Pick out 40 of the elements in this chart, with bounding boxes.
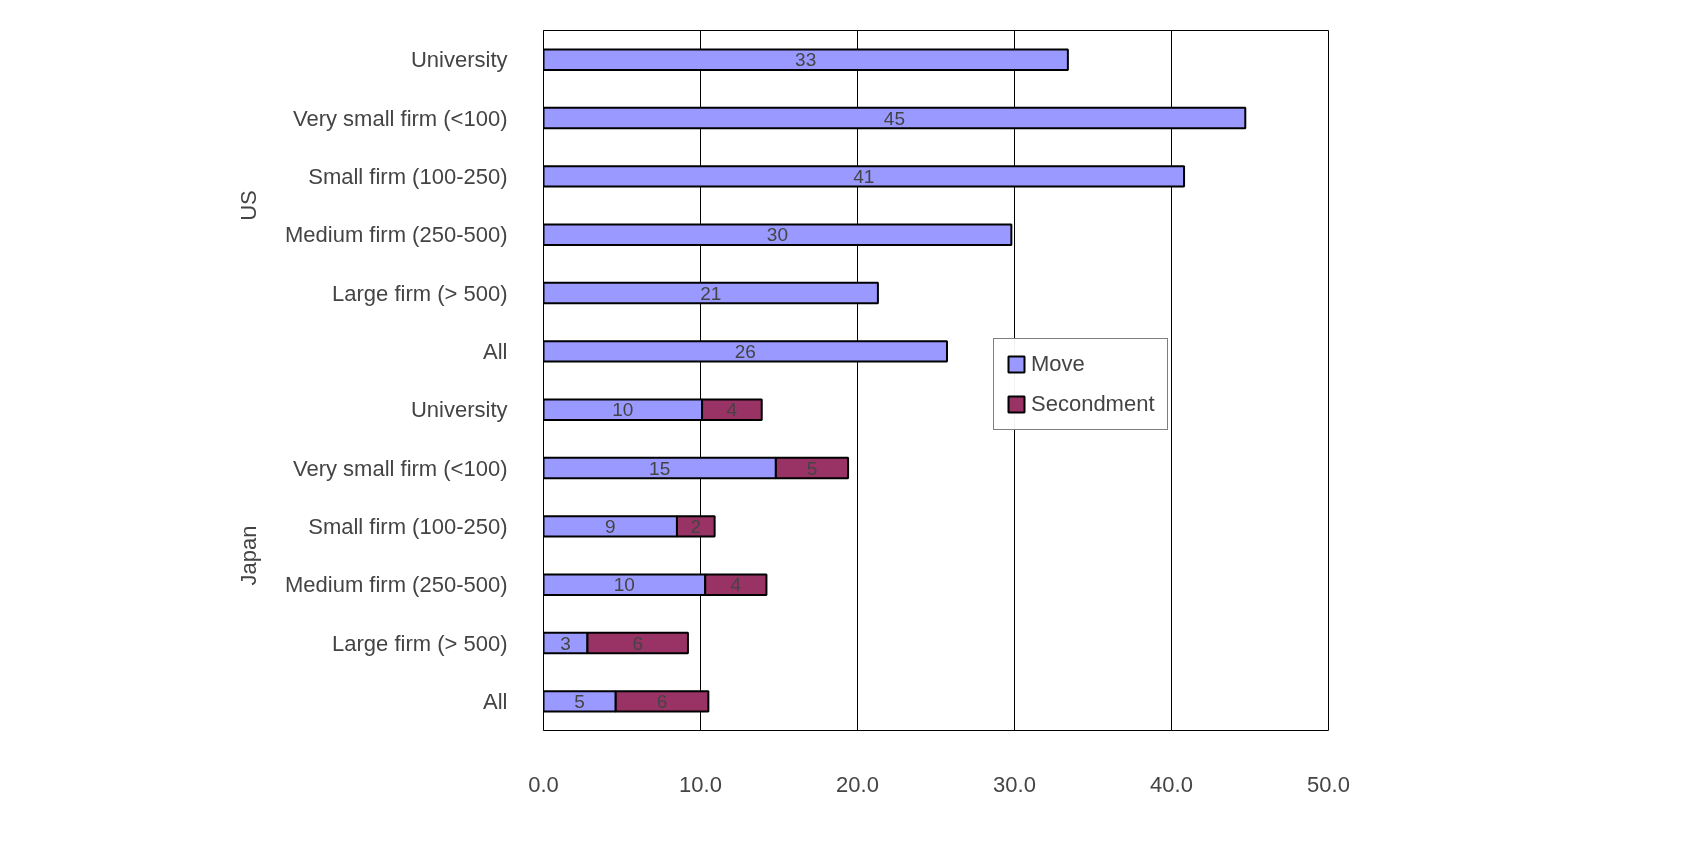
- data-label: 10: [613, 574, 635, 596]
- x-tick-label: 40.0: [1150, 771, 1193, 797]
- legend-label: Move: [1031, 351, 1085, 377]
- data-label: 6: [656, 690, 668, 712]
- data-label: 6: [632, 632, 643, 654]
- data-label: 21: [700, 282, 722, 304]
- y-tick-label: University: [410, 397, 508, 423]
- y-tick-label: Large firm (> 500): [332, 630, 508, 656]
- y-tick-label: All: [483, 338, 508, 364]
- y-tick-label: Very small firm (<100): [292, 105, 508, 131]
- x-tick-label: 20.0: [836, 771, 879, 797]
- data-label: 45: [883, 107, 905, 129]
- x-tick-label: 50.0: [1307, 771, 1350, 797]
- y-tick-label: Large firm (> 500): [332, 280, 508, 306]
- text: US: [235, 190, 261, 221]
- y-tick-label: Medium firm (250-500): [284, 222, 508, 248]
- x-tick-label: 0.0: [528, 771, 559, 797]
- data-label: 5: [806, 457, 818, 479]
- y-tick-label: University: [410, 47, 508, 73]
- data-label: 33: [795, 49, 817, 71]
- data-label: 3: [560, 632, 571, 654]
- data-label: 10: [612, 399, 634, 421]
- data-label: 2: [690, 515, 702, 537]
- text: Japan: [235, 525, 261, 586]
- x-tick-label: 30.0: [993, 771, 1036, 797]
- y-tick-label: Very small firm (<100): [292, 455, 508, 481]
- x-tick-label: 10.0: [679, 771, 722, 797]
- y-tick-label: Small firm (100-250): [308, 513, 508, 539]
- y-tick-label: Small firm (100-250): [308, 163, 508, 189]
- data-label: 26: [734, 340, 756, 362]
- data-label: 41: [853, 165, 875, 187]
- y-tick-label: Medium firm (250-500): [284, 572, 508, 598]
- data-label: 15: [649, 457, 671, 479]
- data-label: 5: [574, 690, 585, 712]
- data-label: 4: [730, 574, 742, 596]
- data-label: 4: [726, 399, 738, 421]
- y-tick-label: All: [483, 688, 508, 714]
- data-label: 9: [604, 515, 616, 537]
- legend-label: Secondment: [1031, 391, 1155, 417]
- data-label: 30: [766, 224, 788, 246]
